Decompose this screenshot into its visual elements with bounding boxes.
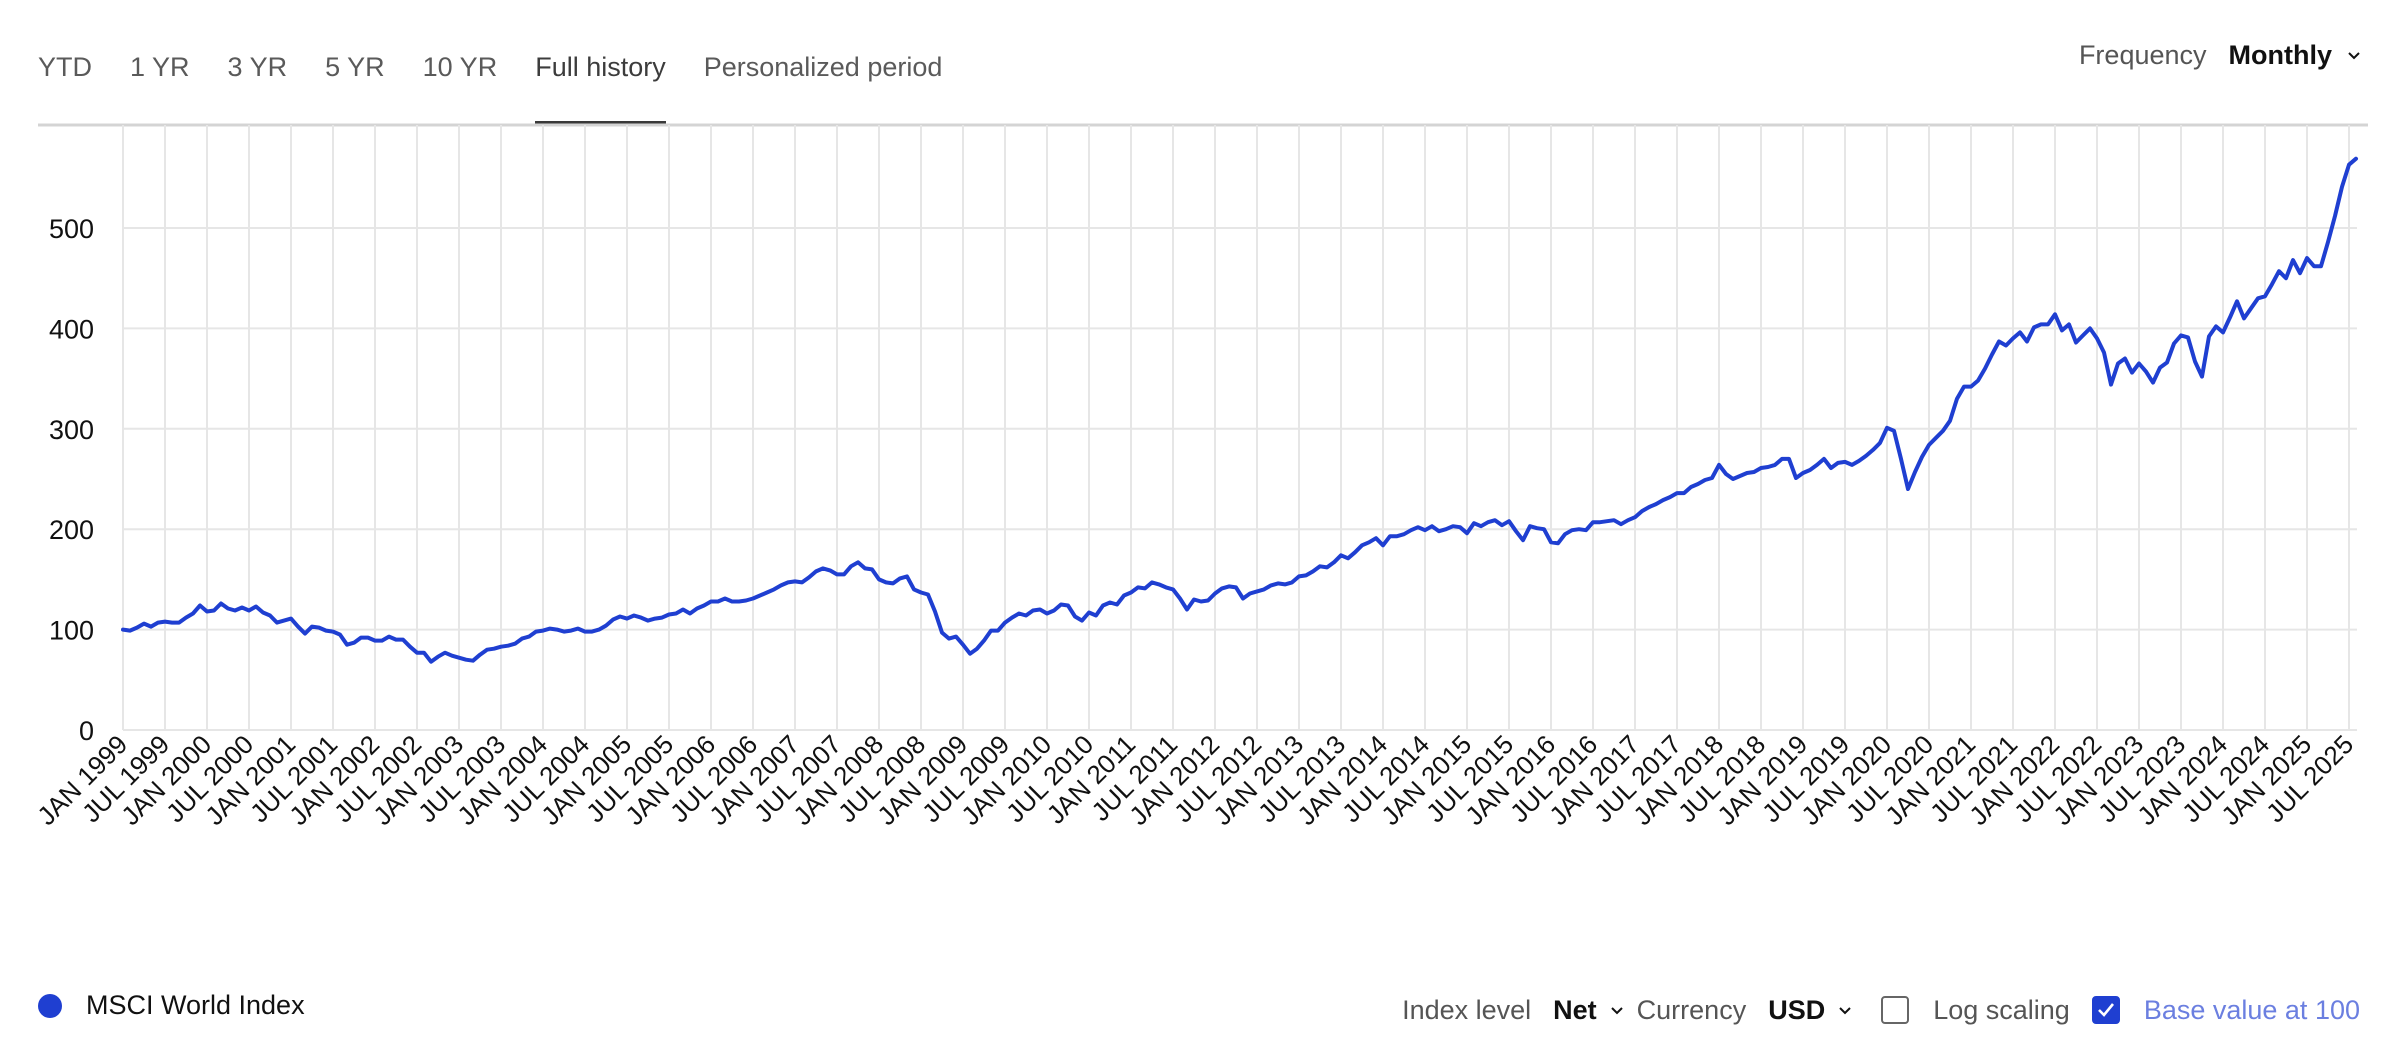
index-level-dropdown[interactable]: Net <box>1553 995 1625 1026</box>
chevron-down-icon <box>1610 1007 1623 1015</box>
tab-10yr[interactable]: 10 YR <box>422 52 498 82</box>
tab-1yr[interactable]: 1 YR <box>130 52 190 82</box>
chevron-down-icon <box>2348 52 2360 60</box>
tab-personalized-period[interactable]: Personalized period <box>703 52 943 82</box>
frequency-dropdown[interactable]: Monthly <box>2229 40 2362 71</box>
log-scaling-label: Log scaling <box>1933 994 2070 1025</box>
currency-label: Currency <box>1636 994 1747 1025</box>
frequency-value: Monthly <box>2228 39 2332 70</box>
frequency-control: Frequency Monthly <box>2079 34 2362 76</box>
base-value-checkbox[interactable] <box>2091 996 2120 1024</box>
series-line-msci-world <box>121 156 2358 664</box>
line-chart: JAN 1999 JUL 1999 JAN 2000 JUL 2000 JAN 2001… <box>31 123 2368 831</box>
chevron-down-icon <box>1839 1007 1851 1015</box>
currency-dropdown[interactable]: USD <box>1768 995 1853 1026</box>
legend-label: MSCI World Index <box>86 990 305 1020</box>
chart-legend: MSCI World Index <box>38 990 305 1021</box>
checkmark-icon <box>2097 1003 2114 1017</box>
base-value-label: Base value at 100 <box>2143 994 2360 1025</box>
log-scaling-checkbox[interactable] <box>1881 996 1910 1024</box>
index-level-label: Index level <box>1402 994 1532 1025</box>
tab-3yr[interactable]: 3 YR <box>227 52 288 82</box>
index-level-value: Net <box>1553 994 1597 1025</box>
y-tick-label: 100 <box>49 616 94 646</box>
period-tabs: YTD 1 YR 3 YR 5 YR 10 YR Full history Pe… <box>38 30 980 125</box>
y-tick-label: 400 <box>49 314 94 344</box>
chart-controls: Index level Net Currency USD Log scaling… <box>1402 990 2360 1030</box>
tab-full-history[interactable]: Full history <box>535 30 666 125</box>
currency-value: USD <box>1768 994 1826 1025</box>
tab-ytd[interactable]: YTD <box>38 52 92 82</box>
frequency-label: Frequency <box>2078 39 2207 70</box>
tab-5yr[interactable]: 5 YR <box>325 52 385 82</box>
legend-dot-icon <box>38 993 62 1018</box>
y-tick-label: 300 <box>49 415 94 445</box>
y-tick-label: 200 <box>49 515 94 545</box>
y-tick-label: 0 <box>79 716 94 746</box>
y-tick-label: 500 <box>49 214 94 244</box>
